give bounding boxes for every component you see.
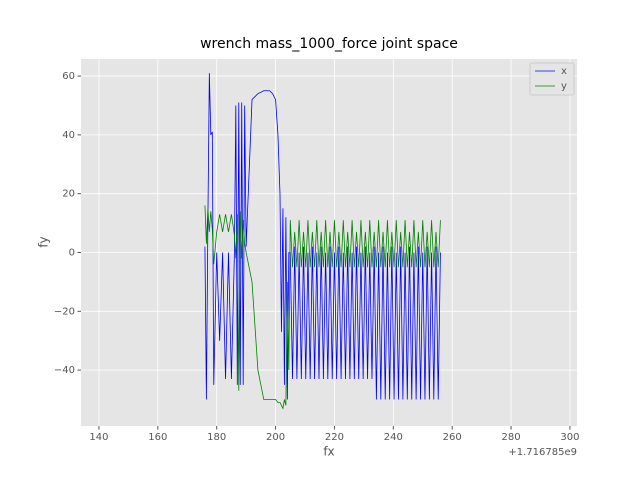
x-axis-label: fx: [323, 445, 334, 459]
legend-box: [529, 62, 575, 96]
x-tick-label: 300: [560, 432, 579, 443]
y-tick-label: 20: [62, 189, 75, 200]
x-tick-label: 140: [89, 432, 108, 443]
y-tick-label: −20: [54, 306, 75, 317]
y-tick-label: −40: [54, 365, 75, 376]
y-tick-label: 0: [69, 247, 75, 258]
x-tick-label: 220: [325, 432, 344, 443]
x-tick-label: 260: [443, 432, 462, 443]
series-line: [204, 73, 441, 400]
legend-label: x: [561, 66, 567, 77]
x-tick-label: 280: [502, 432, 521, 443]
x-tick-label: 180: [207, 432, 226, 443]
y-tick-label: 60: [62, 71, 75, 82]
x-tick-label: 160: [148, 432, 167, 443]
legend-label: y: [561, 81, 567, 92]
y-axis-label: fy: [37, 236, 51, 247]
x-offset-label: +1.716785e9: [508, 447, 577, 458]
x-tick-label: 240: [384, 432, 403, 443]
series-line: [204, 205, 441, 410]
chart-title: wrench mass_1000_force joint space: [200, 36, 458, 52]
y-tick-label: 40: [62, 130, 75, 141]
x-tick-label: 200: [266, 432, 285, 443]
